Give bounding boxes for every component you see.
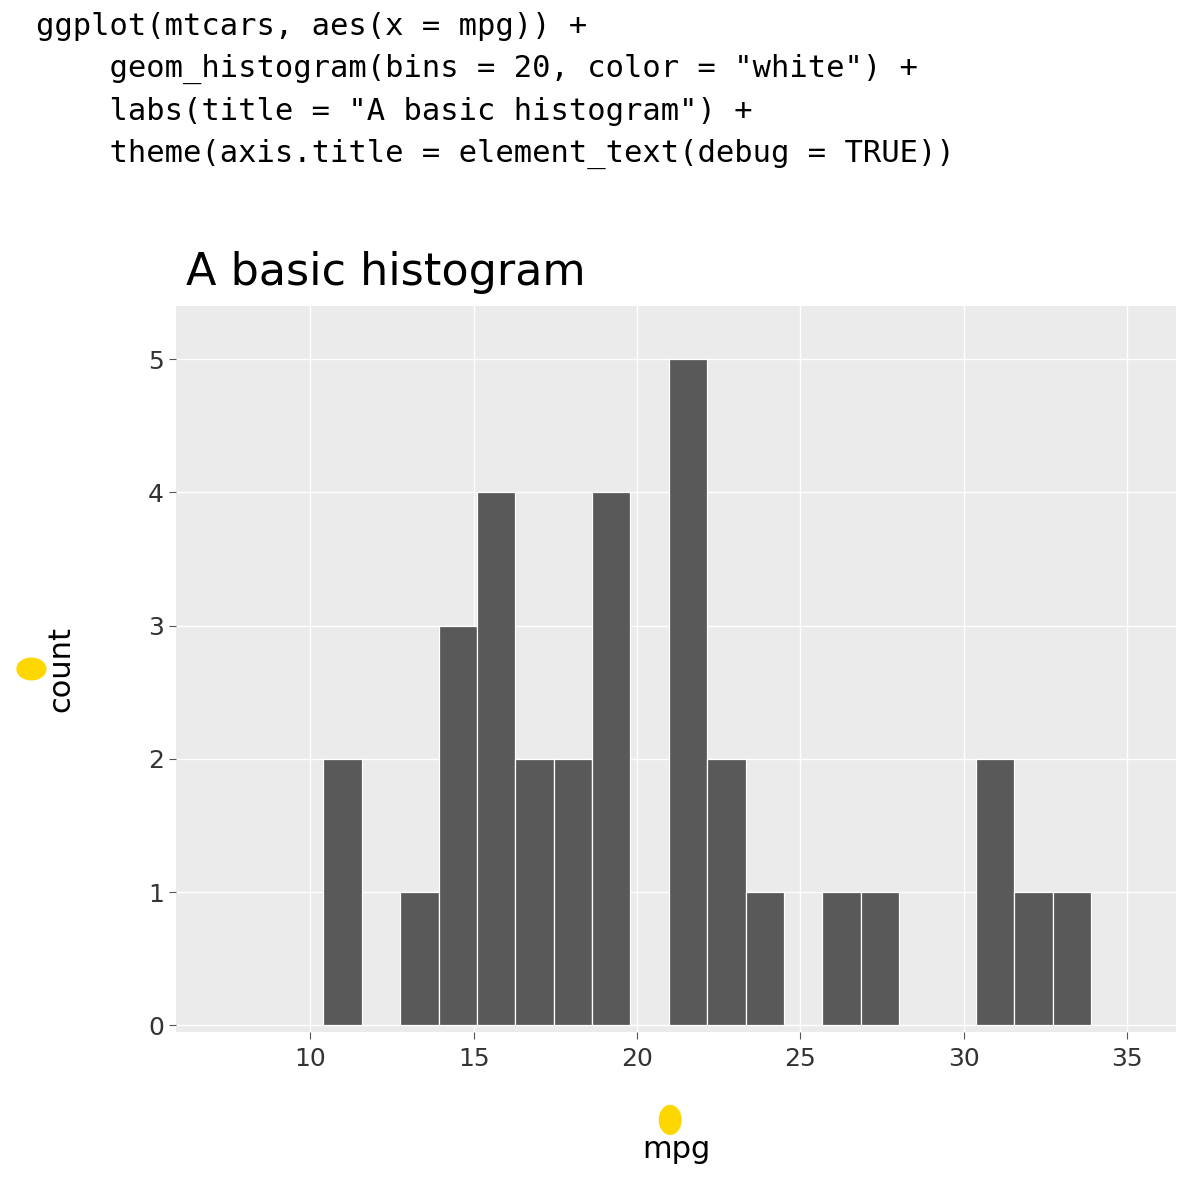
Bar (400, 892, 438, 1025)
Bar (515, 758, 553, 1025)
Text: mpg: mpg (642, 1135, 710, 1164)
Bar (860, 892, 899, 1025)
Bar (1052, 892, 1091, 1025)
Text: A basic histogram: A basic histogram (186, 251, 586, 294)
Bar (668, 359, 707, 1025)
Bar (745, 892, 784, 1025)
Text: ggplot(mtcars, aes(x = mpg)) +
    geom_histogram(bins = 20, color = "white") +
: ggplot(mtcars, aes(x = mpg)) + geom_hist… (36, 12, 955, 168)
Bar (707, 758, 745, 1025)
Bar (324, 758, 361, 1025)
Bar (553, 758, 592, 1025)
Bar (476, 492, 515, 1025)
Bar (976, 758, 1014, 1025)
Bar (592, 492, 630, 1025)
Bar (822, 892, 860, 1025)
Bar (1014, 892, 1052, 1025)
Text: count: count (47, 626, 76, 712)
Bar (438, 625, 476, 1025)
